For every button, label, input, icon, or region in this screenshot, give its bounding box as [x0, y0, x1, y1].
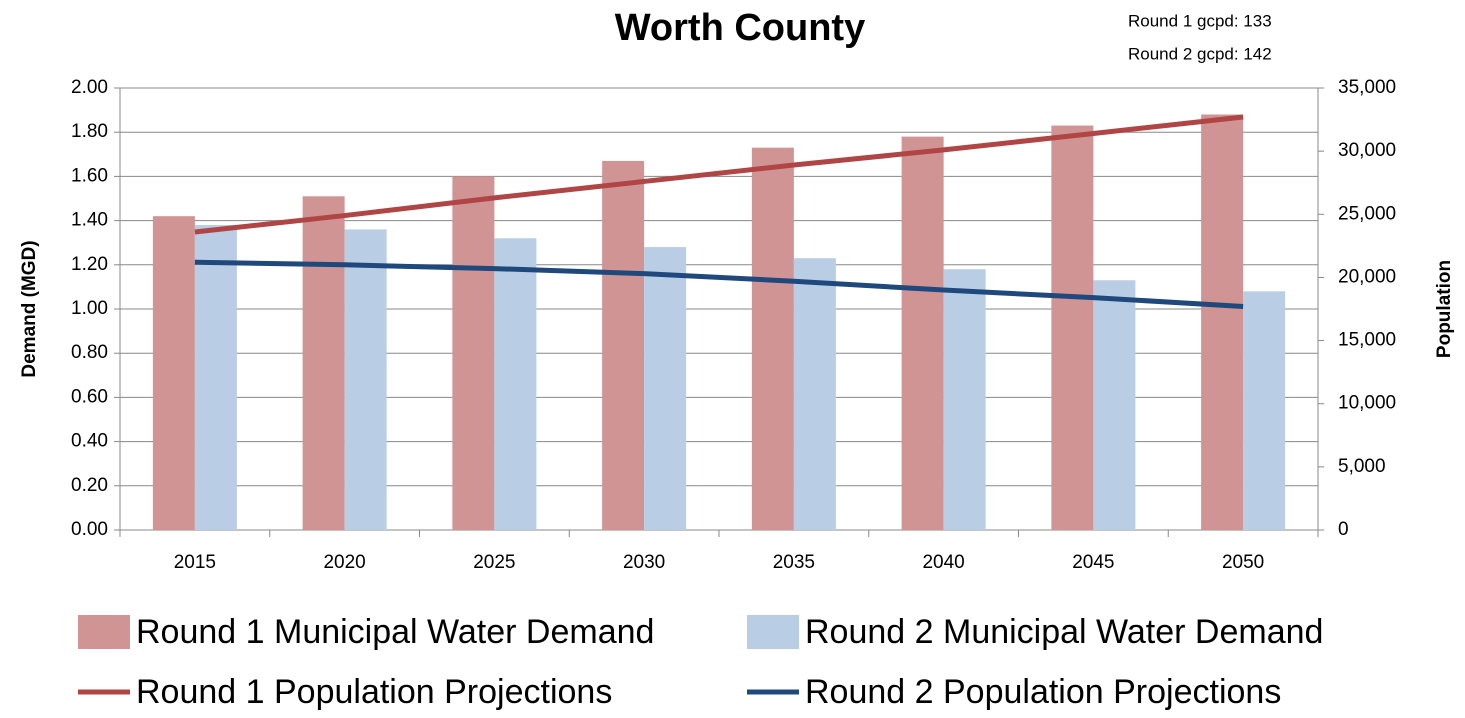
y2-tick-label: 0 — [1338, 519, 1349, 540]
y-tick-label: 1.20 — [71, 254, 108, 275]
y-tick-label: 1.40 — [71, 210, 108, 231]
y2-tick-label: 15,000 — [1338, 330, 1396, 351]
y-tick-label: 0.00 — [71, 519, 108, 540]
chart-title: Worth County — [615, 7, 865, 49]
y-tick-label: 0.20 — [71, 475, 108, 496]
y-tick-label: 0.80 — [71, 342, 108, 363]
y2-tick-label: 30,000 — [1338, 140, 1396, 161]
bar — [152, 216, 195, 530]
bar — [901, 136, 944, 530]
y2-tick-label: 20,000 — [1338, 266, 1396, 287]
legend-label: Round 2 Population Projections — [805, 673, 1281, 711]
legend-label: Round 1 Population Projections — [136, 673, 612, 711]
legend-swatch — [78, 615, 130, 649]
x-tick-label: 2050 — [1222, 552, 1264, 573]
bar — [602, 160, 645, 530]
y-tick-label: 1.00 — [71, 298, 108, 319]
legend-label: Round 2 Municipal Water Demand — [805, 613, 1323, 651]
bar — [194, 225, 237, 530]
y-tick-label: 1.80 — [71, 121, 108, 142]
x-tick-label: 2015 — [174, 552, 216, 573]
bar — [793, 258, 836, 530]
legend-label: Round 1 Municipal Water Demand — [136, 613, 654, 651]
bar — [943, 269, 986, 530]
x-tick-label: 2035 — [773, 552, 815, 573]
y2-axis-label: Population — [1434, 260, 1455, 358]
x-tick-label: 2020 — [323, 552, 365, 573]
legend-swatch — [747, 615, 799, 649]
y2-tick-label: 35,000 — [1338, 77, 1396, 98]
x-tick-label: 2040 — [922, 552, 964, 573]
bar — [494, 238, 537, 530]
y-tick-label: 0.40 — [71, 431, 108, 452]
bar — [644, 247, 687, 530]
x-tick-label: 2030 — [623, 552, 665, 573]
bar — [751, 147, 794, 531]
y2-tick-label: 25,000 — [1338, 203, 1396, 224]
bar — [1243, 291, 1286, 530]
bar — [1051, 125, 1094, 530]
bar — [1201, 114, 1244, 531]
y-axis-label: Demand (MGD) — [19, 240, 40, 377]
x-tick-label: 2045 — [1072, 552, 1114, 573]
bar — [344, 229, 387, 530]
y2-tick-label: 10,000 — [1338, 393, 1396, 414]
y2-tick-label: 5,000 — [1338, 456, 1386, 477]
x-tick-label: 2025 — [473, 552, 515, 573]
line — [194, 259, 1244, 309]
annotation: Round 1 gcpd: 133 — [1128, 11, 1272, 30]
bar — [1093, 280, 1136, 530]
bar — [302, 196, 345, 531]
annotation: Round 2 gcpd: 142 — [1128, 44, 1272, 63]
y-tick-label: 1.60 — [71, 165, 108, 186]
y-tick-label: 0.60 — [71, 386, 108, 407]
y-tick-label: 2.00 — [71, 77, 108, 98]
bar — [452, 176, 495, 530]
line — [194, 114, 1244, 235]
